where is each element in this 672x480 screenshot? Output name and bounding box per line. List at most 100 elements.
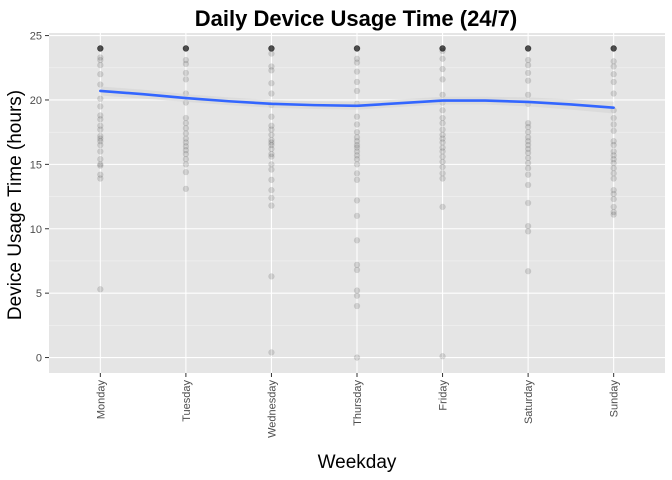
y-tick-label: 15 bbox=[30, 159, 42, 171]
data-point bbox=[268, 80, 275, 87]
data-point bbox=[182, 45, 190, 52]
data-point bbox=[610, 45, 617, 52]
data-point bbox=[353, 45, 361, 52]
x-tick-label: Sunday bbox=[609, 380, 621, 418]
data-point bbox=[353, 134, 361, 141]
data-point bbox=[97, 45, 104, 52]
data-point bbox=[439, 107, 446, 114]
data-point bbox=[353, 141, 361, 149]
data-point bbox=[182, 56, 190, 64]
data-point bbox=[353, 292, 361, 299]
y-tick-label: 0 bbox=[36, 353, 42, 365]
data-point bbox=[353, 45, 361, 52]
data-point bbox=[268, 126, 275, 133]
data-point bbox=[439, 45, 446, 52]
data-point bbox=[524, 165, 532, 172]
data-point bbox=[353, 45, 361, 52]
data-point bbox=[97, 175, 104, 182]
data-point bbox=[353, 354, 361, 361]
data-point bbox=[524, 45, 532, 52]
data-point bbox=[182, 45, 190, 52]
chart-title: Daily Device Usage Time (24/7) bbox=[195, 6, 517, 31]
data-point bbox=[97, 61, 104, 69]
data-point bbox=[439, 153, 446, 160]
data-point bbox=[353, 144, 361, 151]
data-point bbox=[610, 156, 617, 163]
data-point bbox=[610, 58, 617, 65]
data-point bbox=[97, 45, 104, 52]
data-point bbox=[524, 222, 532, 230]
y-tick-label: 10 bbox=[30, 224, 42, 236]
data-point bbox=[439, 114, 446, 122]
data-point bbox=[182, 45, 190, 52]
data-point bbox=[268, 150, 275, 158]
data-point bbox=[610, 45, 617, 52]
x-tick-label: Saturday bbox=[523, 380, 535, 425]
data-point bbox=[439, 203, 446, 211]
data-point bbox=[182, 161, 190, 168]
data-point bbox=[524, 45, 532, 52]
x-tick-label: Tuesday bbox=[181, 380, 193, 422]
data-point bbox=[610, 137, 617, 145]
data-point bbox=[439, 131, 446, 138]
data-point bbox=[524, 171, 532, 178]
data-point bbox=[268, 202, 275, 209]
data-point bbox=[610, 165, 617, 172]
data-point bbox=[524, 228, 532, 235]
data-point bbox=[268, 349, 275, 356]
data-point bbox=[353, 45, 361, 52]
data-point bbox=[610, 195, 617, 203]
data-point bbox=[524, 91, 532, 99]
data-point bbox=[524, 45, 532, 52]
data-point bbox=[182, 45, 190, 52]
data-point bbox=[182, 125, 190, 132]
data-point bbox=[268, 161, 275, 168]
data-point bbox=[610, 170, 617, 177]
data-point bbox=[268, 176, 275, 184]
data-point bbox=[268, 63, 275, 70]
data-point bbox=[439, 47, 446, 55]
data-point bbox=[97, 56, 104, 64]
data-point bbox=[610, 71, 617, 78]
data-point bbox=[268, 141, 275, 149]
data-point bbox=[524, 61, 532, 69]
data-point bbox=[97, 45, 104, 52]
data-point bbox=[268, 139, 275, 146]
data-point bbox=[524, 137, 532, 145]
data-point bbox=[182, 135, 190, 142]
data-point bbox=[439, 45, 446, 52]
data-point bbox=[524, 123, 532, 131]
data-point bbox=[439, 163, 446, 171]
data-point bbox=[353, 197, 361, 204]
data-point bbox=[97, 171, 104, 178]
data-point bbox=[524, 268, 532, 275]
data-point bbox=[97, 45, 104, 52]
data-point bbox=[97, 71, 104, 78]
data-point bbox=[268, 136, 275, 144]
data-point bbox=[610, 175, 617, 182]
data-point bbox=[524, 145, 532, 153]
data-point bbox=[524, 56, 532, 64]
data-point bbox=[268, 273, 275, 280]
data-point bbox=[610, 141, 617, 149]
data-point bbox=[353, 55, 361, 62]
x-tick-label: Monday bbox=[95, 380, 107, 420]
data-point bbox=[268, 131, 275, 138]
data-point bbox=[353, 121, 361, 128]
data-point bbox=[353, 113, 361, 120]
y-tick-label: 5 bbox=[36, 288, 42, 300]
data-point bbox=[610, 114, 617, 122]
data-point bbox=[268, 113, 275, 120]
data-point bbox=[524, 199, 532, 207]
y-tick-label: 20 bbox=[30, 95, 42, 107]
data-point bbox=[610, 211, 617, 218]
y-axis-title: Device Usage Time (hours) bbox=[5, 90, 26, 320]
data-point bbox=[439, 45, 446, 52]
x-axis-title: Weekday bbox=[318, 452, 397, 473]
data-point bbox=[353, 212, 361, 220]
data-point bbox=[97, 116, 104, 123]
data-point bbox=[97, 45, 104, 52]
data-point bbox=[610, 186, 617, 194]
data-point bbox=[268, 122, 275, 129]
data-point bbox=[353, 68, 361, 75]
